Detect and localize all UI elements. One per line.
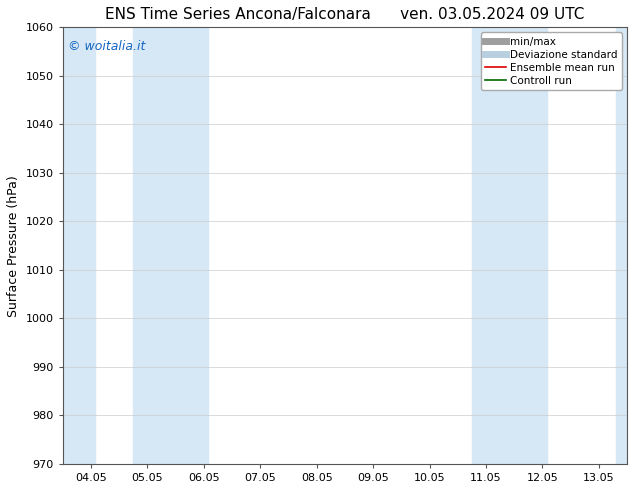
Title: ENS Time Series Ancona/Falconara      ven. 03.05.2024 09 UTC: ENS Time Series Ancona/Falconara ven. 03…: [105, 7, 585, 22]
Text: © woitalia.it: © woitalia.it: [68, 40, 146, 53]
Y-axis label: Surface Pressure (hPa): Surface Pressure (hPa): [7, 175, 20, 317]
Bar: [616, 27, 627, 464]
Bar: [472, 27, 547, 464]
Legend: min/max, Deviazione standard, Ensemble mean run, Controll run: min/max, Deviazione standard, Ensemble m…: [481, 32, 622, 90]
Bar: [133, 27, 208, 464]
Bar: [63, 27, 95, 464]
